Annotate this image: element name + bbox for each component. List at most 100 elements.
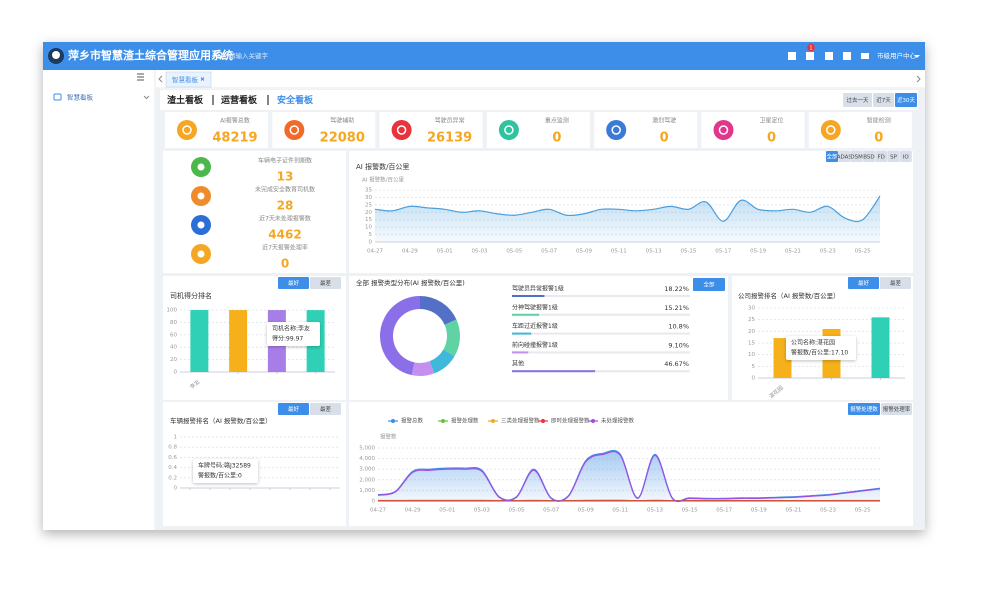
button-label[interactable]: SP <box>890 154 897 160</box>
button[interactable] <box>310 277 341 289</box>
search-icon[interactable] <box>215 51 223 59</box>
header-bar <box>43 42 925 70</box>
board-tab[interactable]: 渣土看板 <box>167 94 204 106</box>
stat-icon-glyph <box>718 125 729 135</box>
stat-icon <box>498 120 519 140</box>
collapse-icon[interactable] <box>137 73 144 81</box>
button[interactable] <box>887 151 900 162</box>
button[interactable] <box>862 151 875 162</box>
tab-label[interactable]: 智慧看板 <box>172 75 199 84</box>
button[interactable] <box>881 403 912 415</box>
value-label: 10.8% <box>668 323 689 331</box>
stat-icon <box>713 120 734 140</box>
stat-icon <box>177 120 197 140</box>
logo-mark <box>52 51 60 59</box>
progress-bar <box>512 370 596 373</box>
legend-label: 报警处理数 <box>451 417 479 425</box>
donut-segment <box>379 296 420 376</box>
button-label[interactable]: 最差 <box>320 405 332 413</box>
button-label[interactable]: BSD <box>863 154 874 160</box>
button-label[interactable]: 全部 <box>703 280 715 288</box>
button[interactable] <box>693 278 725 291</box>
button-label[interactable]: 报警处理率 <box>883 405 911 413</box>
y-tick-label: 80 <box>170 320 177 326</box>
theme-icon[interactable] <box>825 52 833 60</box>
y-tick-label: 20 <box>748 329 755 335</box>
stat-icon <box>284 120 305 140</box>
stat-label: 激烈驾驶 <box>652 117 676 125</box>
legend-label: 报警总数 <box>401 417 424 425</box>
button[interactable] <box>838 151 851 162</box>
button-label[interactable]: 全部 <box>826 152 838 160</box>
bar <box>229 310 248 372</box>
button-label[interactable]: FD <box>877 154 884 160</box>
progress-bar <box>512 332 532 335</box>
tab-close[interactable] <box>200 77 205 81</box>
x-tick-label: 05-19 <box>751 508 767 514</box>
summary-value: 4462 <box>268 228 301 242</box>
summary-icon-glyph <box>197 221 205 229</box>
stat-icon-glyph <box>289 125 300 135</box>
button-label[interactable]: 最好 <box>288 405 300 413</box>
chart-title: 全部 报警类型分布(AI 报警数/百公里) <box>356 278 465 287</box>
button-label[interactable]: 最好 <box>858 279 870 287</box>
button-label[interactable]: IO <box>903 154 910 160</box>
button[interactable] <box>848 277 879 289</box>
button[interactable] <box>873 93 894 107</box>
stat-value: 0 <box>660 131 669 146</box>
board-tab[interactable]: 运营看板 <box>221 94 258 106</box>
button-label[interactable]: 最差 <box>320 279 332 287</box>
button-label[interactable]: 报警处理数 <box>850 405 878 413</box>
chart-title: AI 报警数/百公里 <box>356 162 409 171</box>
button[interactable] <box>880 277 911 289</box>
download-icon[interactable] <box>788 52 796 60</box>
button[interactable] <box>875 151 888 162</box>
y-tick-label: 0 <box>372 499 376 505</box>
button[interactable] <box>278 403 309 415</box>
tab[interactable] <box>165 71 212 88</box>
x-tick-label: 04-29 <box>402 249 418 255</box>
button-label[interactable]: 过去一天 <box>846 96 869 104</box>
grid-icon[interactable] <box>843 52 851 60</box>
button-label[interactable]: 最差 <box>890 279 902 287</box>
button-label[interactable]: DSM <box>850 154 863 160</box>
button[interactable] <box>310 403 341 415</box>
menu-caret <box>143 95 150 100</box>
button[interactable] <box>899 151 912 162</box>
button-label[interactable]: 近30天 <box>897 96 915 104</box>
button[interactable] <box>850 151 863 162</box>
notification-icon[interactable] <box>806 52 814 60</box>
button[interactable] <box>895 93 917 107</box>
mail-icon[interactable] <box>861 53 869 59</box>
stat-label: AI报警总数 <box>220 117 250 125</box>
tab-scroll-right[interactable] <box>916 75 921 83</box>
board-tab[interactable]: 安全看板 <box>277 94 314 106</box>
search-input[interactable]: 请输入关键字 <box>229 51 269 60</box>
button[interactable] <box>843 93 872 107</box>
button[interactable] <box>848 403 880 415</box>
y-tick-label: 25 <box>748 317 755 323</box>
menu-item[interactable]: 智慧看板 <box>67 93 94 102</box>
summary-label: 近7天报警处理率 <box>262 244 308 252</box>
user-menu[interactable]: 市级用户中心 <box>877 51 917 60</box>
summary-value: 0 <box>281 257 289 271</box>
button-label[interactable]: 近7天 <box>876 96 891 104</box>
button[interactable] <box>826 151 838 162</box>
tooltip <box>193 459 258 483</box>
y-tick-label: 25 <box>365 202 372 208</box>
summary-label: 未完成安全教育司机数 <box>255 186 315 194</box>
button-label[interactable]: 最好 <box>288 279 300 287</box>
stat-icon-glyph <box>611 125 621 135</box>
legend-swatch-dot <box>391 419 395 423</box>
legend-swatch-dot <box>591 419 595 423</box>
y-tick-label: 40 <box>170 345 177 351</box>
y-tick-label: 3,000 <box>359 467 375 473</box>
stat-icon-glyph <box>826 125 836 135</box>
user-caret <box>914 55 920 58</box>
button[interactable] <box>278 277 309 289</box>
button-label[interactable]: ADAS <box>837 154 853 160</box>
x-tick-label: 05-07 <box>543 508 559 514</box>
tab-scroll-left[interactable] <box>158 75 163 83</box>
donut-segment <box>420 296 457 325</box>
summary-value: 13 <box>277 170 294 184</box>
